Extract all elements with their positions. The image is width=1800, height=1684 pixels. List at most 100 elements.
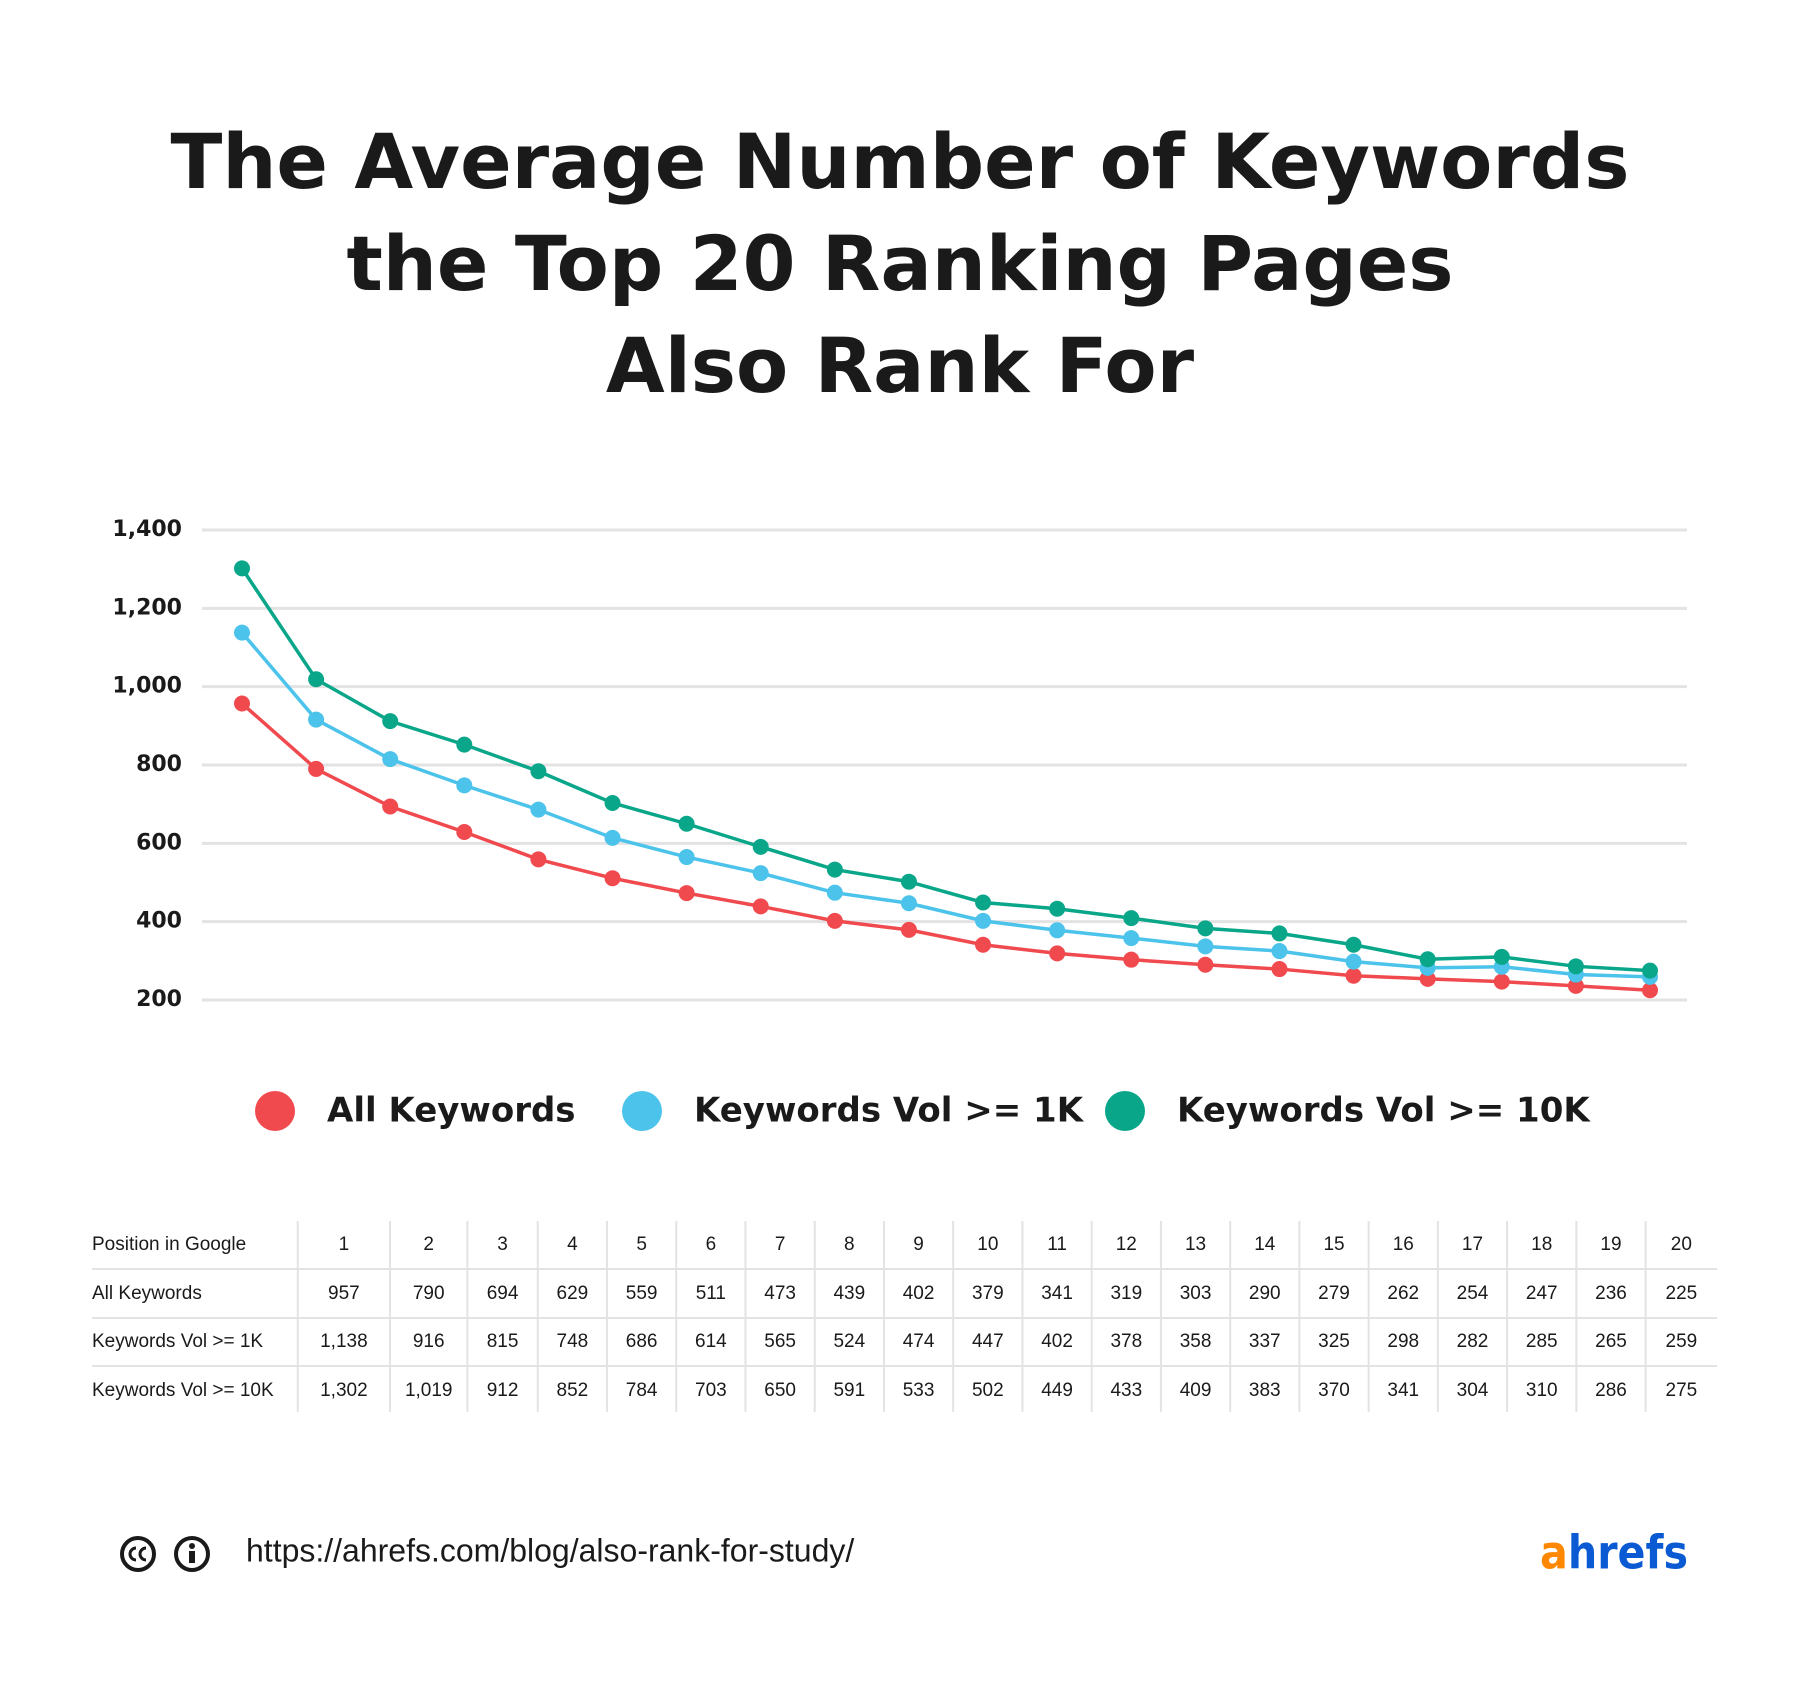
table-cell: 502	[972, 1380, 1004, 1401]
table-cell: 912	[487, 1380, 519, 1401]
table-header-cell: 17	[1462, 1234, 1483, 1255]
data-point	[678, 849, 695, 866]
table-cell: 282	[1457, 1331, 1489, 1352]
table-cell: 1,302	[320, 1380, 368, 1401]
table-header-cell: 1	[339, 1234, 350, 1255]
data-point	[234, 695, 250, 712]
table-header-cell: 9	[913, 1234, 924, 1255]
table-cell: 298	[1387, 1331, 1419, 1352]
legend-marker	[622, 1091, 662, 1131]
data-point	[1493, 948, 1510, 965]
data-point	[900, 921, 917, 938]
table-cell: 265	[1595, 1331, 1627, 1352]
data-point	[1642, 962, 1658, 979]
table-cell: 402	[1041, 1331, 1073, 1352]
table-cell: 319	[1110, 1283, 1142, 1304]
data-point	[678, 885, 695, 902]
table-cell: 474	[903, 1331, 935, 1352]
legend-label: Keywords Vol >= 10K	[1177, 1091, 1591, 1131]
table-cell: 341	[1387, 1380, 1419, 1401]
table-cell: 378	[1110, 1331, 1142, 1352]
data-point	[1271, 943, 1288, 960]
source-url[interactable]: https://ahrefs.com/blog/also-rank-for-st…	[246, 1532, 854, 1568]
data-point	[1271, 961, 1288, 978]
table-cell: 409	[1180, 1380, 1212, 1401]
chart-title: the Top 20 Ranking Pages	[346, 219, 1453, 308]
table-cell: 402	[903, 1283, 935, 1304]
data-point	[678, 815, 695, 832]
table-cell: 533	[903, 1380, 935, 1401]
table-cell: 310	[1526, 1380, 1558, 1401]
data-point	[456, 736, 473, 753]
y-tick-label: 200	[136, 987, 182, 1012]
table-header-cell: 13	[1185, 1234, 1206, 1255]
table-cell: 379	[972, 1283, 1004, 1304]
series-line	[240, 567, 1651, 973]
table-cell: 591	[833, 1380, 865, 1401]
legend-marker	[255, 1091, 295, 1131]
chart-title: Also Rank For	[606, 321, 1195, 410]
table-cell: 262	[1387, 1283, 1419, 1304]
table-cell: 247	[1526, 1283, 1558, 1304]
data-point	[456, 777, 473, 794]
data-point	[308, 711, 325, 728]
y-tick-label: 800	[136, 752, 182, 777]
table-cell: 559	[626, 1283, 658, 1304]
table-header-cell: 16	[1393, 1234, 1414, 1255]
table-cell: 358	[1180, 1331, 1212, 1352]
table-cell: 748	[557, 1331, 589, 1352]
data-point	[456, 823, 473, 840]
series-line	[240, 631, 1651, 979]
table-cell: 325	[1318, 1331, 1350, 1352]
table-cell: 433	[1110, 1380, 1142, 1401]
table-header-cell: 10	[977, 1234, 998, 1255]
table-header-cell: 2	[423, 1234, 434, 1255]
chart-title: The Average Number of Keywords	[170, 117, 1629, 206]
table-cell: 565	[764, 1331, 796, 1352]
table-cell: 784	[626, 1380, 658, 1401]
table-cell: 236	[1595, 1283, 1627, 1304]
table-cell: 279	[1318, 1283, 1350, 1304]
table-corner: Position in Google	[92, 1234, 246, 1255]
data-point	[530, 801, 547, 818]
table-cell: 286	[1595, 1380, 1627, 1401]
data-point	[1345, 936, 1362, 953]
cc-icons	[120, 1536, 210, 1572]
table-row-label: Keywords Vol >= 10K	[92, 1380, 274, 1401]
table-cell: 285	[1526, 1331, 1558, 1352]
data-point	[752, 838, 769, 855]
table-cell: 694	[487, 1283, 519, 1304]
table-cell: 370	[1318, 1380, 1350, 1401]
data-point	[1419, 970, 1436, 987]
table-cell: 259	[1666, 1331, 1698, 1352]
data-point	[1123, 951, 1140, 968]
table-cell: 439	[833, 1283, 865, 1304]
data-point	[752, 865, 769, 882]
table-cell: 383	[1249, 1380, 1281, 1401]
legend-label: Keywords Vol >= 1K	[694, 1091, 1085, 1131]
data-point	[752, 898, 769, 915]
y-tick-label: 1,000	[112, 674, 182, 699]
data-point	[308, 760, 325, 777]
table-header-cell: 20	[1671, 1234, 1692, 1255]
table-cell: 225	[1666, 1283, 1698, 1304]
table-header-cell: 7	[775, 1234, 786, 1255]
y-tick-label: 400	[136, 909, 182, 934]
data-point	[1049, 922, 1066, 939]
table-header-cell: 4	[567, 1234, 578, 1255]
table-cell: 614	[695, 1331, 727, 1352]
table-cell: 341	[1041, 1283, 1073, 1304]
data-point	[975, 936, 992, 953]
table-cell: 303	[1180, 1283, 1212, 1304]
data-point	[234, 624, 250, 641]
data-point	[1642, 982, 1658, 999]
table-cell: 916	[413, 1331, 445, 1352]
data-point	[234, 560, 250, 577]
data-point	[1271, 925, 1288, 942]
data-point	[1123, 930, 1140, 947]
data-point	[900, 895, 917, 912]
table-cell: 629	[557, 1283, 589, 1304]
table-header-cell: 3	[497, 1234, 508, 1255]
data-point	[530, 763, 547, 780]
